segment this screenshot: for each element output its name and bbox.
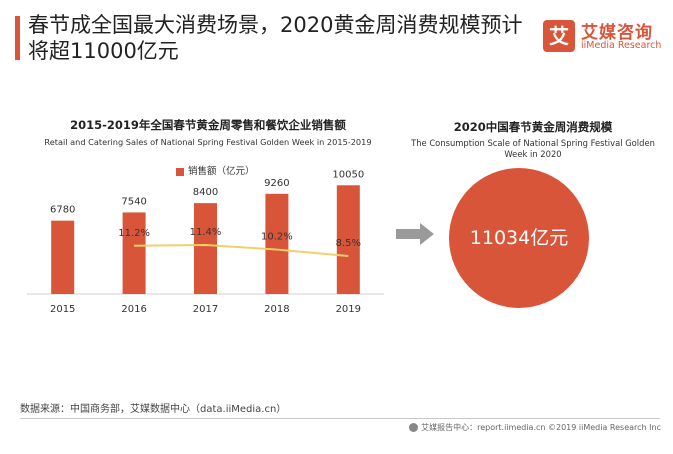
logo-text-en: iiMedia Research	[581, 40, 662, 51]
bar-2016	[122, 212, 146, 294]
bar-value-label: 8400	[193, 187, 218, 198]
sales-bar-chart: 6780 2015 7540 2016 8400 2017 9260 2018 10050 201…	[27, 169, 384, 315]
x-tick-label: 2017	[193, 304, 218, 315]
page-title: 春节成全国最大消费场景，2020黄金周消费规模预计将超11000亿元	[28, 13, 523, 63]
bar-2015	[51, 220, 75, 294]
footer-divider	[20, 418, 660, 419]
bar-value-label: 9260	[264, 178, 289, 189]
bar-value-label: 7540	[121, 196, 146, 207]
arrow-right-icon	[396, 223, 434, 245]
data-source: 数据来源：中国商务部，艾媒数据中心（data.iiMedia.cn）	[20, 404, 287, 415]
legend-label: 销售额（亿元）	[188, 166, 255, 177]
growth-rate-label: 11.2%	[118, 228, 150, 239]
growth-rate-label: 10.2%	[261, 232, 293, 243]
bar-2017	[194, 203, 217, 294]
chart-legend: 销售额（亿元）	[176, 163, 255, 177]
bar-value-label: 6780	[50, 205, 75, 216]
bar-2018	[265, 193, 289, 294]
logo-text-cn: 艾媒咨询	[581, 23, 653, 43]
logo-mark-icon: 艾	[543, 20, 575, 52]
brand-logo: 艾 艾媒咨询 iiMedia Research	[543, 18, 668, 58]
x-tick-label: 2018	[264, 304, 289, 315]
bar-2019	[336, 185, 360, 294]
growth-rate-label: 11.4%	[190, 227, 222, 238]
left-chart-title: 2015-2019年全国春节黄金周零售和餐饮企业销售额	[70, 118, 346, 132]
x-tick-label: 2016	[121, 304, 146, 315]
consumption-scale-value: 11034亿元	[469, 227, 569, 249]
left-chart-subtitle: Retail and Catering Sales of National Sp…	[44, 137, 372, 147]
footer: 艾媒报告中心：report.iimedia.cn ©2019 iiMedia R…	[409, 422, 661, 433]
growth-rate-label: 8.5%	[336, 238, 361, 249]
right-chart-subtitle: The Consumption Scale of National Spring…	[411, 138, 655, 159]
headline-accent-bar	[15, 16, 20, 60]
growth-rate-line	[134, 243, 349, 258]
consumption-scale-circle: 11034亿元	[449, 168, 589, 308]
right-chart-title: 2020中国春节黄金周消费规模	[453, 120, 613, 134]
footer-text: 艾媒报告中心：report.iimedia.cn ©2019 iiMedia R…	[421, 423, 661, 432]
copyright-report-icon	[409, 423, 419, 432]
bar-value-label: 10050	[332, 169, 364, 180]
x-tick-label: 2019	[336, 304, 361, 315]
legend-swatch	[176, 167, 184, 176]
x-tick-label: 2015	[50, 304, 75, 315]
